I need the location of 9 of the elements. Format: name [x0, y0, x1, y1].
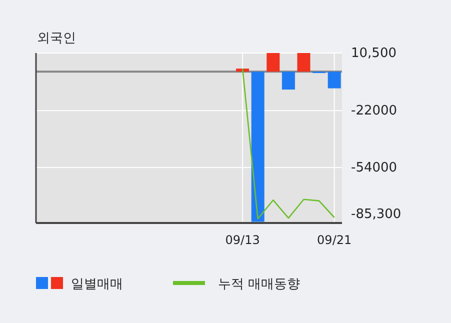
y-tick-label: 10,500 [351, 46, 396, 61]
y-tick-label: -22000 [351, 104, 398, 119]
x-tick-label: 09/13 [225, 233, 260, 247]
legend-label: 일별매매 [71, 277, 123, 292]
legend-label: 누적 매매동향 [218, 277, 300, 292]
x-tick-label: 09/21 [317, 233, 352, 247]
y-tick-label: -85,300 [351, 207, 402, 222]
y-tick-label: -54000 [351, 160, 398, 176]
chart-title: 외국인 [37, 31, 76, 46]
